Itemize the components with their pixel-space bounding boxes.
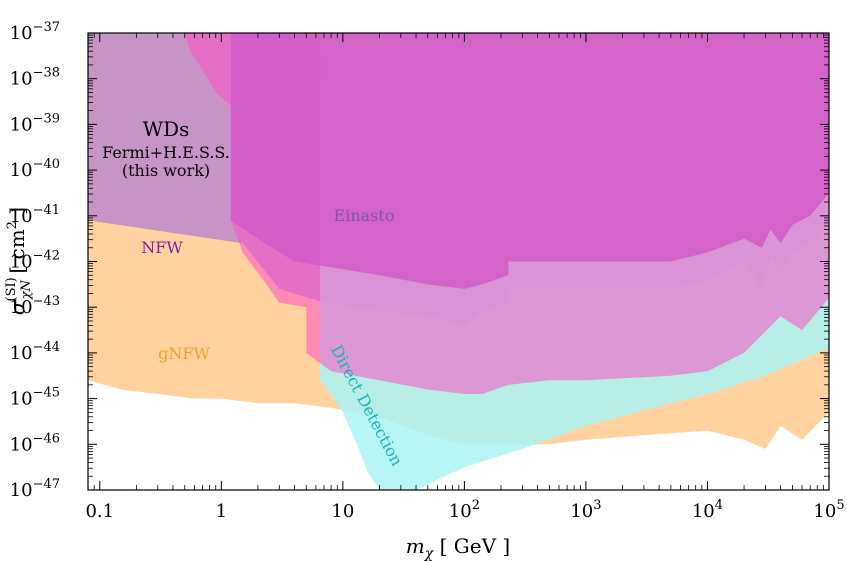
y-tick-label: 10−41 <box>10 203 60 227</box>
x-axis-ticks: 0.1 1 10 102 103 104 105 <box>85 33 845 522</box>
y-tick-label: 10−45 <box>10 386 60 410</box>
y-tick-label: 10−47 <box>10 477 60 501</box>
region-wds-fermi-h-e-s-s-this-work <box>88 33 829 394</box>
x-tick-label: 0.1 <box>85 501 114 522</box>
y-tick-label: 10−40 <box>10 157 60 181</box>
annotation-gnfw: gNFW <box>158 344 210 363</box>
y-tick-label: 10−46 <box>10 431 60 455</box>
x-axis-label: mχ [ GeV ] <box>406 534 510 561</box>
annotation-einasto: Einasto <box>334 206 395 225</box>
x-tick-label: 104 <box>692 498 723 522</box>
annotation-nfw: NFW <box>141 238 183 257</box>
y-tick-label: 10−42 <box>10 249 60 273</box>
y-axis-label: σ(SI)χN [ cm2 ] <box>4 207 34 315</box>
y-tick-label: 10−39 <box>10 111 60 135</box>
y-tick-label: 10−38 <box>10 66 60 90</box>
annotation-wds: WDs Fermi+H.E.S.S. (this work) <box>102 117 230 180</box>
x-tick-label: 1 <box>216 501 227 522</box>
y-tick-label: 10−44 <box>10 340 60 364</box>
region-layer <box>88 33 829 490</box>
x-tick-label: 102 <box>449 498 480 522</box>
y-tick-label: 10−43 <box>10 294 60 318</box>
x-tick-label: 105 <box>813 498 844 522</box>
x-tick-label: 10 <box>331 501 354 522</box>
x-tick-label: 103 <box>570 498 601 522</box>
y-axis-ticks: 10−37 10−38 10−39 10−40 10−41 10−42 10−43 10−44… <box>10 20 829 501</box>
y-tick-label: 10−37 <box>10 20 60 44</box>
